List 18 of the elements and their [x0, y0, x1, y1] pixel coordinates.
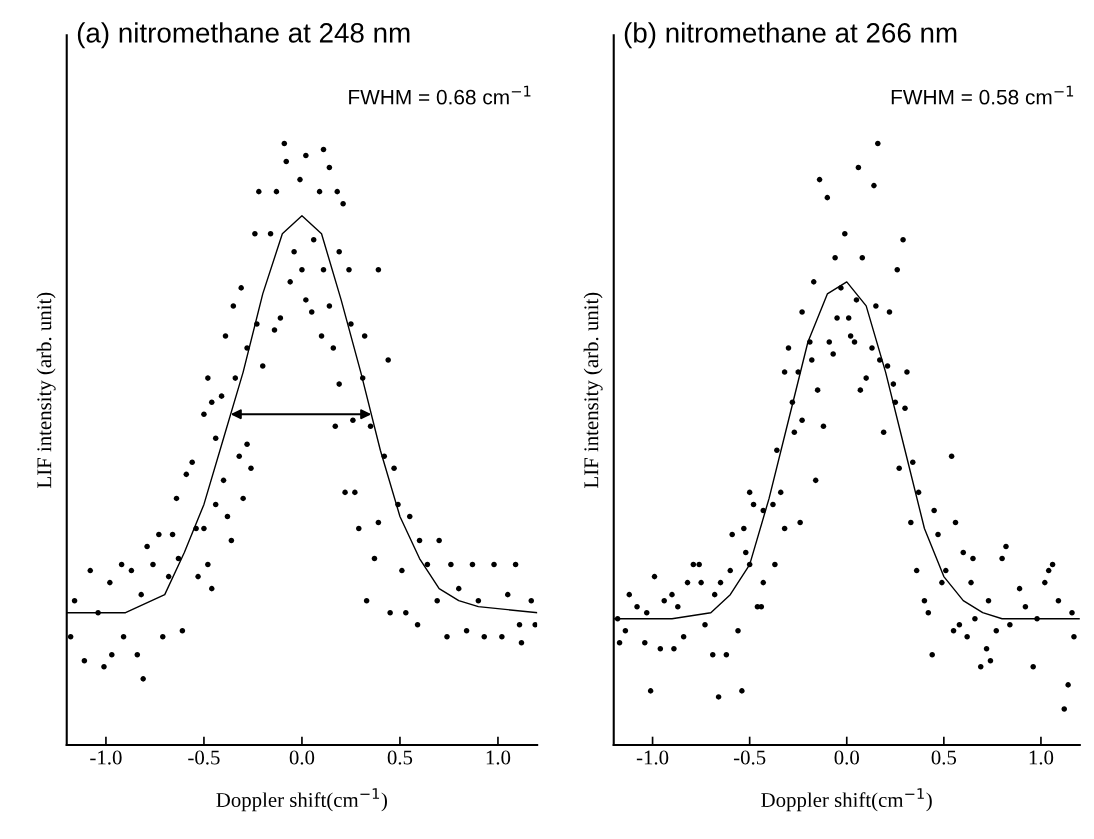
x-tick-label: 0.0: [834, 750, 859, 765]
x-axis-title: Doppler shift(cm$^{−1}$): [761, 788, 932, 812]
text: FWHM = 0.58 cm$^{−1}$: [891, 85, 1074, 105]
x-tick-label: -0.5: [188, 750, 220, 765]
x-tick-label: 1.0: [486, 750, 511, 765]
chart-title: (b) nitromethane at 266 nm: [624, 22, 957, 49]
x-tick-label: 0.0: [289, 750, 315, 765]
x-tick-label: -1.0: [90, 750, 122, 765]
x-axis-title: Doppler shift(cm$^{−1}$): [216, 788, 387, 812]
x-tick-label: 0.5: [387, 750, 413, 765]
chart-title: (a) nitromethane at 248 nm: [77, 22, 410, 49]
x-tick-label: -0.5: [733, 750, 766, 765]
x-tick-label: 1.0: [1029, 750, 1054, 765]
x-tick-label: -1.0: [636, 750, 669, 765]
x-tick-label: 0.5: [931, 750, 957, 765]
y-axis-title: LIF intensity (arb. unit): [36, 292, 56, 488]
y-axis-title: LIF intensity (arb. unit): [583, 292, 603, 488]
text: FWHM = 0.68 cm$^{−1}$: [349, 85, 531, 105]
